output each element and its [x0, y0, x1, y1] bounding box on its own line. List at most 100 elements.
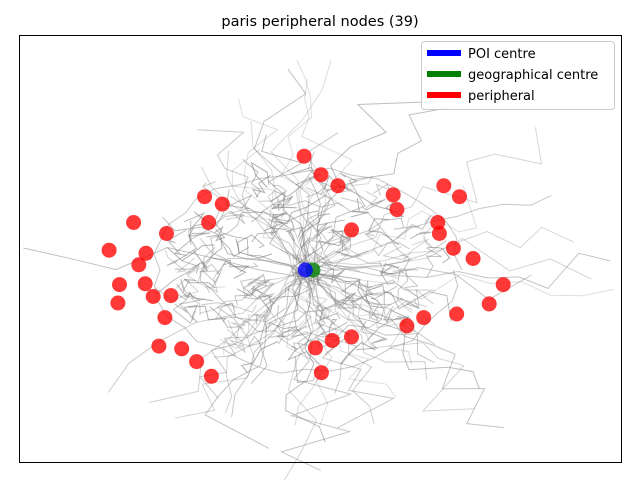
street-segment — [305, 184, 327, 198]
street-segment — [230, 318, 261, 330]
peripheral-point — [324, 333, 340, 348]
street-segment — [369, 305, 378, 321]
street-segment — [311, 246, 369, 261]
street-segment — [304, 270, 452, 322]
street-segment — [214, 277, 303, 358]
street-segment — [294, 269, 375, 424]
street-segment — [312, 107, 449, 285]
street-segment — [247, 335, 264, 347]
street-segment — [174, 298, 205, 314]
peripheral-point — [431, 226, 447, 241]
street-segment — [267, 325, 309, 338]
street-segment — [202, 181, 224, 201]
street-segment — [251, 287, 272, 334]
street-segment — [275, 335, 308, 351]
street-segment — [318, 234, 352, 251]
peripheral-point — [157, 310, 173, 326]
street-segment — [250, 120, 315, 261]
peripheral-point — [197, 189, 213, 205]
street-segment — [175, 278, 200, 298]
street-segment — [313, 194, 552, 269]
street-segment — [225, 195, 251, 221]
street-segment — [409, 231, 432, 240]
street-segment — [355, 343, 378, 351]
legend-box — [421, 41, 615, 110]
poi-centre-point — [297, 262, 313, 278]
peripheral-point — [159, 226, 174, 241]
street-segment — [239, 278, 272, 297]
street-segment — [238, 98, 295, 276]
street-segment — [267, 322, 297, 337]
street-segment — [359, 320, 374, 346]
street-segment — [231, 148, 303, 262]
street-segment — [224, 273, 308, 414]
street-segment — [292, 257, 615, 300]
peripheral-point — [313, 365, 329, 381]
street-segment — [164, 250, 196, 273]
plot-frame — [19, 35, 622, 463]
street-segment — [269, 212, 288, 231]
peripheral-point — [430, 215, 446, 230]
street-segment — [193, 234, 223, 265]
street-segment — [197, 261, 209, 284]
street-segment — [427, 246, 451, 264]
street-segment — [275, 194, 327, 224]
street-segment — [296, 255, 330, 321]
street-segment — [235, 238, 272, 259]
street-segment — [276, 277, 307, 345]
street-segment — [223, 262, 259, 269]
street-segment — [316, 281, 505, 429]
street-segment — [305, 220, 349, 246]
street-segment — [285, 275, 326, 443]
street-segment — [295, 255, 435, 291]
peripheral-point — [481, 296, 497, 312]
peripheral-point — [138, 245, 154, 261]
street-segment — [257, 295, 274, 321]
street-segment — [187, 232, 211, 237]
street-segment — [227, 194, 253, 210]
street-segment — [300, 264, 398, 300]
street-segment — [312, 240, 332, 264]
street-segment — [221, 210, 246, 225]
street-segment — [198, 263, 221, 287]
street-segment — [304, 309, 341, 322]
street-segment — [316, 256, 480, 390]
peripheral-point — [131, 257, 147, 273]
street-segment — [348, 248, 382, 265]
street-segment — [313, 219, 346, 237]
street-segment — [379, 262, 400, 276]
street-segment — [216, 260, 247, 279]
street-segment — [303, 127, 543, 281]
street-segment — [291, 271, 392, 305]
street-segment — [402, 238, 429, 262]
street-segment — [238, 314, 258, 347]
street-segment — [201, 302, 257, 313]
peripheral-point — [436, 178, 452, 194]
street-segment — [227, 318, 248, 344]
peripheral-point — [330, 178, 346, 194]
street-segment — [254, 313, 267, 325]
street-segment — [153, 167, 463, 374]
street-segment — [242, 158, 262, 198]
street-segment — [341, 278, 371, 305]
peripheral-point — [416, 310, 432, 326]
street-segment — [425, 247, 442, 278]
street-segment — [183, 304, 199, 323]
street-segment — [291, 166, 316, 186]
peripheral-point — [399, 318, 415, 334]
street-segment — [300, 222, 329, 249]
street-segment — [422, 223, 435, 248]
street-segment — [180, 278, 201, 302]
street-segment — [294, 318, 326, 352]
street-segment — [379, 270, 403, 285]
peripheral-point — [201, 215, 217, 230]
street-segment — [291, 310, 312, 333]
street-segment — [185, 223, 207, 256]
street-segment — [382, 289, 420, 309]
legend-label: POI centre — [468, 47, 536, 62]
street-segment — [283, 283, 318, 480]
street-segment — [339, 292, 369, 306]
street-segment — [175, 270, 320, 419]
street-segment — [270, 60, 332, 274]
